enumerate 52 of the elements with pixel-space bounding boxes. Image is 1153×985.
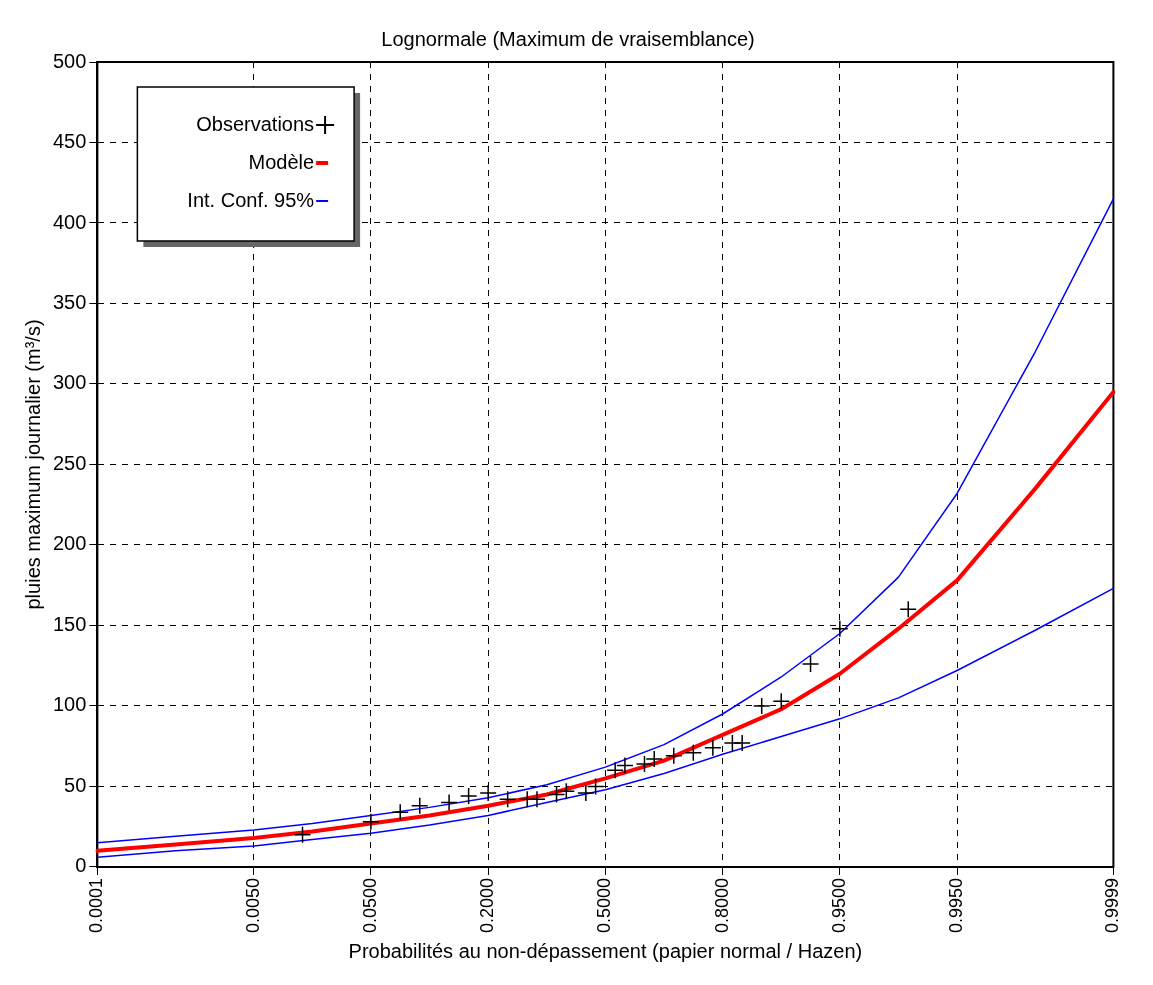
y-tick-label: 350 [52, 291, 87, 313]
y-tick-label: 150 [52, 612, 87, 635]
point [479, 784, 497, 802]
y-tick-label: 100 [52, 693, 87, 716]
y-tick-label: 50 [64, 773, 87, 796]
point [498, 790, 517, 809]
y-tick-label: 300 [52, 371, 87, 394]
y-tick-label: 0 [75, 854, 87, 877]
chart-title: Lognormale (Maximum de vraisemblance) [381, 27, 755, 50]
y-tick-label: 400 [52, 210, 87, 233]
legend-label: Int. Conf. 95% [187, 188, 315, 211]
x-tick-label: 0.0500 [359, 877, 380, 934]
point [528, 790, 546, 809]
point [733, 734, 751, 752]
point [665, 747, 683, 765]
legend-label: Modèle [248, 150, 315, 173]
point [645, 750, 663, 768]
point [362, 813, 380, 831]
point [899, 600, 917, 619]
point [684, 743, 703, 762]
y-tick-label: 500 [52, 49, 87, 72]
point [635, 755, 654, 773]
y-axis-title: pluies maximum journalier (m³/s) [21, 319, 44, 610]
point [752, 697, 771, 715]
point [459, 787, 478, 805]
point [577, 784, 595, 802]
point [293, 826, 312, 844]
x-tick-label: 0.5000 [594, 877, 615, 934]
point [606, 761, 624, 780]
point [772, 692, 790, 710]
x-axis-title: Probabilités au non-dépassement (papier normal / Hazen) [348, 939, 863, 962]
x-tick-label: 0.9950 [946, 877, 967, 934]
x-tick-label: 0.0001 [86, 877, 107, 934]
x-tick-label: 0.9999 [1102, 877, 1123, 934]
point [704, 739, 722, 757]
point [616, 756, 634, 775]
point [557, 782, 576, 801]
x-tick-label: 0.0050 [242, 877, 263, 934]
point [547, 785, 566, 804]
point [831, 619, 849, 638]
x-tick-label: 0.8000 [711, 877, 732, 934]
x-tick-label: 0.9500 [828, 877, 849, 934]
point [586, 777, 605, 796]
point [440, 793, 458, 812]
y-tick-label: 450 [52, 130, 87, 153]
x-tick-label: 0.2000 [477, 877, 498, 934]
point [411, 797, 429, 815]
point [391, 803, 409, 821]
legend-label: Observations [196, 112, 315, 135]
y-tick-label: 200 [52, 532, 87, 555]
y-tick-label: 250 [52, 451, 87, 474]
point [801, 655, 820, 673]
